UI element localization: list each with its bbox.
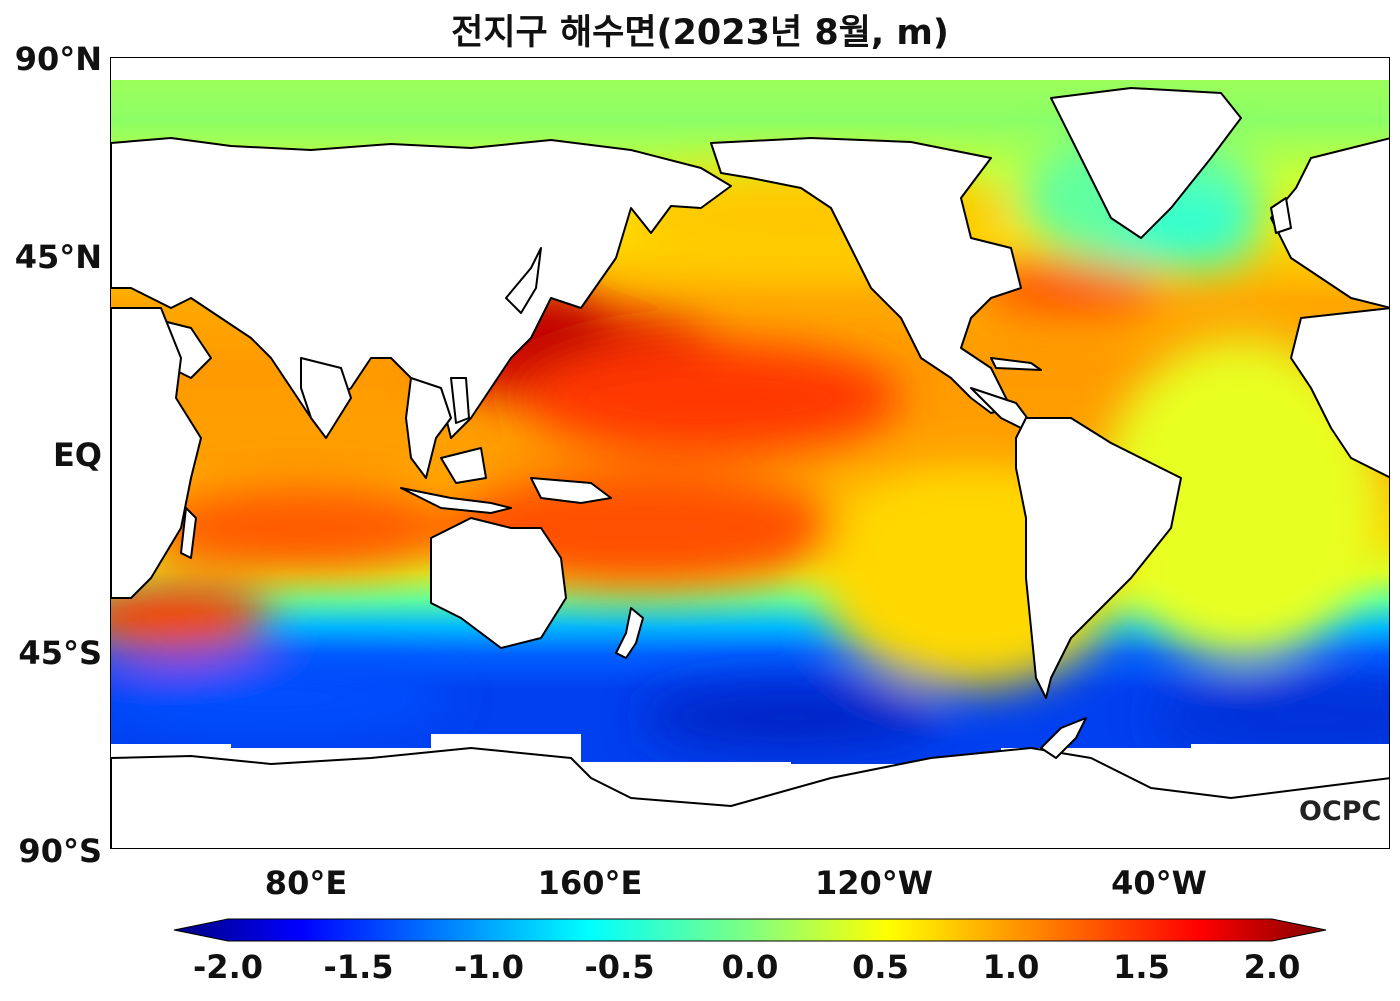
lon-label-120w: 120°W	[814, 864, 934, 902]
colorbar-tick-label: 0.5	[852, 948, 909, 986]
colorbar	[173, 918, 1327, 942]
sea-level-map: OCPC	[110, 57, 1390, 849]
ocpc-logo: OCPC	[1299, 796, 1382, 827]
continents	[111, 87, 1389, 848]
lat-label-eq: EQ	[52, 436, 102, 474]
lat-label-45s: 45°S	[18, 634, 102, 672]
colorbar-tick-label: 0.0	[721, 948, 779, 986]
lat-label-45n: 45°N	[14, 238, 102, 276]
colorbar-tick-label: -2.0	[193, 948, 263, 986]
map-canvas	[111, 58, 1389, 848]
lon-label-40w: 40°W	[1111, 864, 1207, 902]
colorbar-tick-label: -1.0	[454, 948, 524, 986]
colorbar-tick-label: 2.0	[1243, 948, 1301, 986]
lon-label-80e: 80°E	[264, 864, 348, 902]
map-title: 전지구 해수면(2023년 8월, m)	[451, 13, 949, 53]
lon-label-160e: 160°E	[537, 864, 643, 902]
lat-label-90s: 90°S	[18, 832, 102, 870]
colorbar-tick-label: -0.5	[584, 948, 655, 986]
colorbar-bar	[173, 918, 1327, 942]
no-data-north	[111, 58, 1389, 80]
colorbar-tick-label: 1.0	[982, 948, 1040, 986]
colorbar-tick-label: 1.5	[1113, 948, 1170, 986]
colorbar-tick-label: -1.5	[323, 948, 394, 986]
lat-label-90n: 90°N	[14, 40, 102, 78]
